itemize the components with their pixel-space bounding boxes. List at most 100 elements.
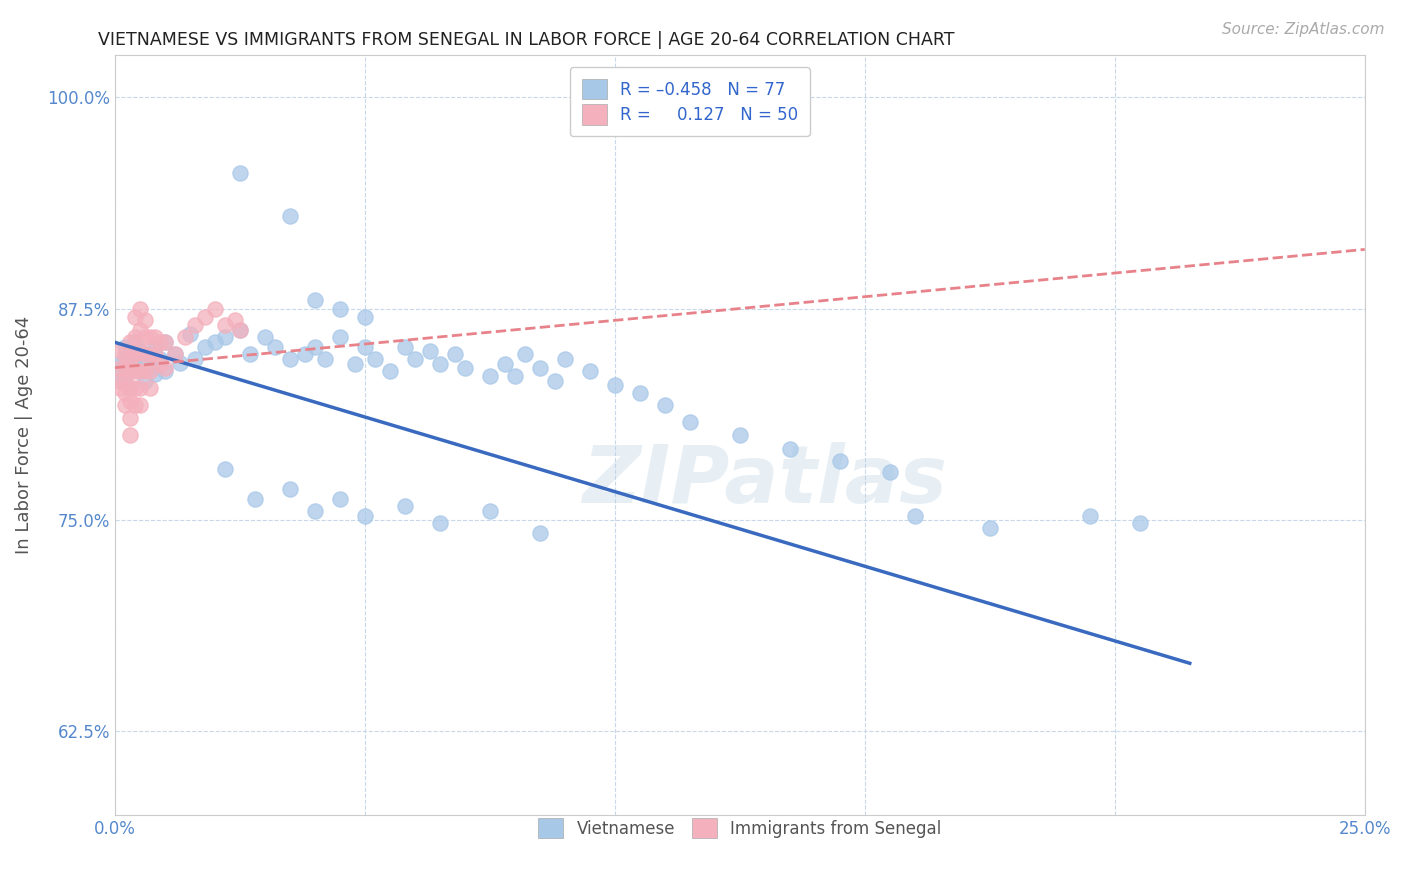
Point xyxy=(278,209,301,223)
Point xyxy=(114,374,136,388)
Point xyxy=(108,374,131,388)
Point xyxy=(419,343,441,358)
Point xyxy=(343,357,366,371)
Point xyxy=(139,360,162,375)
Point xyxy=(779,442,801,456)
Point xyxy=(353,340,375,354)
Point xyxy=(128,398,150,412)
Point xyxy=(118,335,141,350)
Point xyxy=(304,340,326,354)
Point xyxy=(143,340,166,354)
Point xyxy=(139,330,162,344)
Point xyxy=(134,330,156,344)
Point xyxy=(329,492,352,507)
Point xyxy=(243,492,266,507)
Point xyxy=(214,462,236,476)
Point xyxy=(239,347,262,361)
Point xyxy=(304,504,326,518)
Point xyxy=(124,335,146,350)
Point xyxy=(118,352,141,367)
Point xyxy=(124,347,146,361)
Point xyxy=(253,330,276,344)
Point xyxy=(263,340,285,354)
Point xyxy=(173,330,195,344)
Point xyxy=(478,504,501,518)
Point xyxy=(194,310,217,324)
Point xyxy=(204,301,226,316)
Point xyxy=(314,352,336,367)
Point xyxy=(114,347,136,361)
Point xyxy=(114,369,136,384)
Point xyxy=(979,521,1001,535)
Legend: Vietnamese, Immigrants from Senegal: Vietnamese, Immigrants from Senegal xyxy=(531,812,948,845)
Point xyxy=(118,364,141,378)
Point xyxy=(118,360,141,375)
Point xyxy=(139,381,162,395)
Point xyxy=(184,352,207,367)
Point xyxy=(128,301,150,316)
Point xyxy=(139,364,162,378)
Point xyxy=(603,377,626,392)
Point xyxy=(478,369,501,384)
Point xyxy=(118,381,141,395)
Text: Source: ZipAtlas.com: Source: ZipAtlas.com xyxy=(1222,22,1385,37)
Point xyxy=(108,355,131,369)
Point xyxy=(153,360,176,375)
Point xyxy=(554,352,576,367)
Point xyxy=(728,428,751,442)
Point xyxy=(494,357,516,371)
Point xyxy=(153,335,176,350)
Point xyxy=(134,352,156,367)
Point xyxy=(128,364,150,378)
Point xyxy=(128,364,150,378)
Point xyxy=(108,360,131,375)
Point xyxy=(1078,509,1101,524)
Point xyxy=(128,324,150,338)
Point xyxy=(513,347,536,361)
Point xyxy=(124,398,146,412)
Point xyxy=(879,466,901,480)
Point xyxy=(149,335,172,350)
Point xyxy=(124,357,146,371)
Point xyxy=(1129,516,1152,530)
Point xyxy=(108,364,131,378)
Point xyxy=(443,347,465,361)
Point xyxy=(184,318,207,333)
Point xyxy=(304,293,326,307)
Point xyxy=(529,360,551,375)
Point xyxy=(118,381,141,395)
Point xyxy=(139,347,162,361)
Point xyxy=(134,364,156,378)
Point xyxy=(114,398,136,412)
Point xyxy=(454,360,477,375)
Point xyxy=(128,381,150,395)
Point xyxy=(108,374,131,388)
Point xyxy=(114,352,136,367)
Point xyxy=(143,368,166,382)
Point xyxy=(229,324,252,338)
Text: ZIPatlas: ZIPatlas xyxy=(582,442,948,520)
Point xyxy=(114,340,136,354)
Point xyxy=(364,352,387,367)
Point xyxy=(108,343,131,358)
Point xyxy=(828,453,851,467)
Point xyxy=(128,343,150,358)
Point xyxy=(163,347,186,361)
Point xyxy=(353,310,375,324)
Point xyxy=(214,318,236,333)
Point xyxy=(628,386,651,401)
Point xyxy=(134,313,156,327)
Point xyxy=(124,364,146,378)
Point xyxy=(404,352,426,367)
Point xyxy=(329,330,352,344)
Point xyxy=(329,301,352,316)
Point xyxy=(278,352,301,367)
Point xyxy=(429,357,451,371)
Y-axis label: In Labor Force | Age 20-64: In Labor Force | Age 20-64 xyxy=(15,316,32,554)
Point xyxy=(229,166,252,180)
Point xyxy=(194,340,217,354)
Point xyxy=(153,335,176,350)
Point xyxy=(149,352,172,367)
Point xyxy=(124,310,146,324)
Point xyxy=(204,335,226,350)
